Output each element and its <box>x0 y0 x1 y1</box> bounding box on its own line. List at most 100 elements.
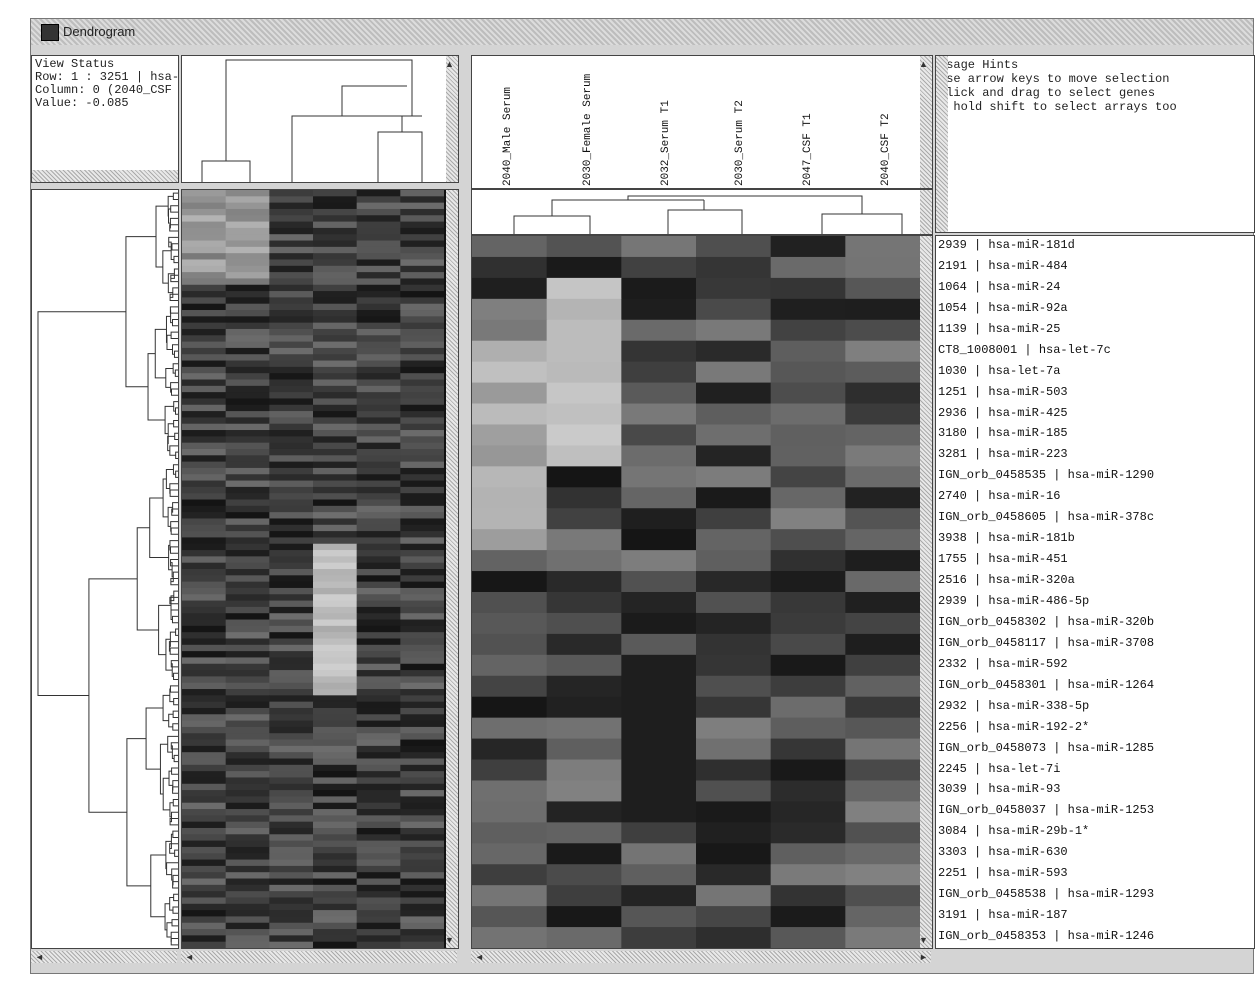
heatmap-cell[interactable] <box>182 379 227 387</box>
heatmap-cell[interactable] <box>182 878 227 886</box>
heatmap-cell[interactable] <box>845 738 921 761</box>
heatmap-cell[interactable] <box>845 424 921 446</box>
heatmap-cell[interactable] <box>400 303 445 311</box>
heatmap-cell[interactable] <box>356 467 401 475</box>
heatmap-cell[interactable] <box>400 379 445 387</box>
heatmap-cell[interactable] <box>269 518 314 526</box>
heatmap-cell[interactable] <box>225 910 270 917</box>
heatmap-cell[interactable] <box>472 612 548 635</box>
heatmap-cell[interactable] <box>313 764 358 772</box>
heatmap-cell[interactable] <box>356 297 401 305</box>
heatmap-cell[interactable] <box>696 487 772 509</box>
heatmap-cell[interactable] <box>356 265 401 273</box>
heatmap-cell[interactable] <box>356 859 401 867</box>
heatmap-cell[interactable] <box>400 910 445 917</box>
heatmap-cell[interactable] <box>356 733 401 741</box>
heatmap-cell[interactable] <box>225 802 270 810</box>
heatmap-cell[interactable] <box>356 682 401 690</box>
heatmap-cell[interactable] <box>313 916 358 924</box>
heatmap-cell[interactable] <box>400 221 445 229</box>
heatmap-cell[interactable] <box>621 571 697 593</box>
heatmap-cell[interactable] <box>696 340 772 363</box>
heatmap-cell[interactable] <box>225 531 270 538</box>
heatmap-cell[interactable] <box>182 316 227 324</box>
heatmap-cell[interactable] <box>356 695 401 703</box>
heatmap-cell[interactable] <box>313 322 358 330</box>
heatmap-cell[interactable] <box>182 512 227 519</box>
heatmap-cell[interactable] <box>400 297 445 305</box>
heatmap-cell[interactable] <box>696 780 772 802</box>
heatmap-cell[interactable] <box>225 461 270 469</box>
heatmap-cell[interactable] <box>269 486 314 494</box>
heatmap-cell[interactable] <box>269 872 314 880</box>
heatmap-cell[interactable] <box>356 929 401 936</box>
heatmap-cell[interactable] <box>313 935 358 943</box>
heatmap-cell[interactable] <box>770 612 846 635</box>
heatmap-cell[interactable] <box>770 550 846 572</box>
zoom-heatmap-panel[interactable] <box>471 235 933 949</box>
heatmap-cell[interactable] <box>313 771 358 778</box>
heatmap-cell[interactable] <box>356 556 401 564</box>
heatmap-cell[interactable] <box>269 512 314 519</box>
heatmap-cell[interactable] <box>182 644 227 652</box>
heatmap-cell[interactable] <box>313 215 358 223</box>
heatmap-cell[interactable] <box>182 360 227 368</box>
heatmap-cell[interactable] <box>225 897 270 905</box>
heatmap-cell[interactable] <box>546 696 622 719</box>
heatmap-cell[interactable] <box>269 594 314 602</box>
heatmap-cell[interactable] <box>770 780 846 802</box>
heatmap-cell[interactable] <box>472 633 548 656</box>
heatmap-cell[interactable] <box>313 745 358 753</box>
heatmap-cell[interactable] <box>696 822 772 844</box>
heatmap-cell[interactable] <box>400 493 445 501</box>
heatmap-cell[interactable] <box>225 562 270 570</box>
heatmap-cell[interactable] <box>269 771 314 778</box>
heatmap-cell[interactable] <box>400 461 445 469</box>
heatmap-cell[interactable] <box>269 575 314 583</box>
heatmap-cell[interactable] <box>313 272 358 279</box>
heatmap-cell[interactable] <box>225 221 270 229</box>
scroll-left-icon-3[interactable]: ◄ <box>475 952 484 962</box>
heatmap-cell[interactable] <box>546 759 622 781</box>
row-label[interactable]: IGN_orb_0458353 | hsa-miR-1246 <box>938 929 1155 944</box>
heatmap-cell[interactable] <box>696 277 772 300</box>
heatmap-cell[interactable] <box>182 865 227 873</box>
heatmap-cell[interactable] <box>356 613 401 621</box>
heatmap-cell[interactable] <box>696 236 772 258</box>
heatmap-cell[interactable] <box>546 256 622 279</box>
heatmap-cell[interactable] <box>400 821 445 829</box>
heatmap-cell[interactable] <box>400 328 445 336</box>
heatmap-cell[interactable] <box>356 922 401 930</box>
heatmap-cell[interactable] <box>546 633 622 656</box>
heatmap-cell[interactable] <box>400 739 445 747</box>
heatmap-cell[interactable] <box>546 717 622 740</box>
heatmap-cell[interactable] <box>356 707 401 715</box>
heatmap-cell[interactable] <box>696 717 772 740</box>
row-label[interactable]: 3938 | hsa-miR-181b <box>938 531 1075 546</box>
heatmap-cell[interactable] <box>225 550 270 557</box>
heatmap-cell[interactable] <box>621 843 697 865</box>
row-label[interactable]: 2191 | hsa-miR-484 <box>938 258 1068 273</box>
heatmap-cell[interactable] <box>269 834 314 842</box>
heatmap-cell[interactable] <box>182 417 227 425</box>
heatmap-cell[interactable] <box>269 215 314 223</box>
heatmap-cell[interactable] <box>356 897 401 905</box>
heatmap-cell[interactable] <box>770 696 846 719</box>
heatmap-cell[interactable] <box>356 322 401 330</box>
heatmap-cell[interactable] <box>182 695 227 703</box>
zoom-heatmap[interactable] <box>472 236 921 948</box>
heatmap-cell[interactable] <box>225 651 270 658</box>
heatmap-cell[interactable] <box>400 562 445 570</box>
heatmap-cell[interactable] <box>356 796 401 804</box>
heatmap-cell[interactable] <box>225 347 270 355</box>
heatmap-cell[interactable] <box>845 340 921 363</box>
heatmap-cell[interactable] <box>313 208 358 216</box>
heatmap-cell[interactable] <box>356 562 401 570</box>
heatmap-cell[interactable] <box>400 272 445 279</box>
heatmap-cell[interactable] <box>400 606 445 614</box>
heatmap-cell[interactable] <box>269 190 314 197</box>
heatmap-cell[interactable] <box>269 322 314 330</box>
heatmap-cell[interactable] <box>182 550 227 557</box>
heatmap-cell[interactable] <box>313 480 358 488</box>
heatmap-cell[interactable] <box>400 360 445 368</box>
